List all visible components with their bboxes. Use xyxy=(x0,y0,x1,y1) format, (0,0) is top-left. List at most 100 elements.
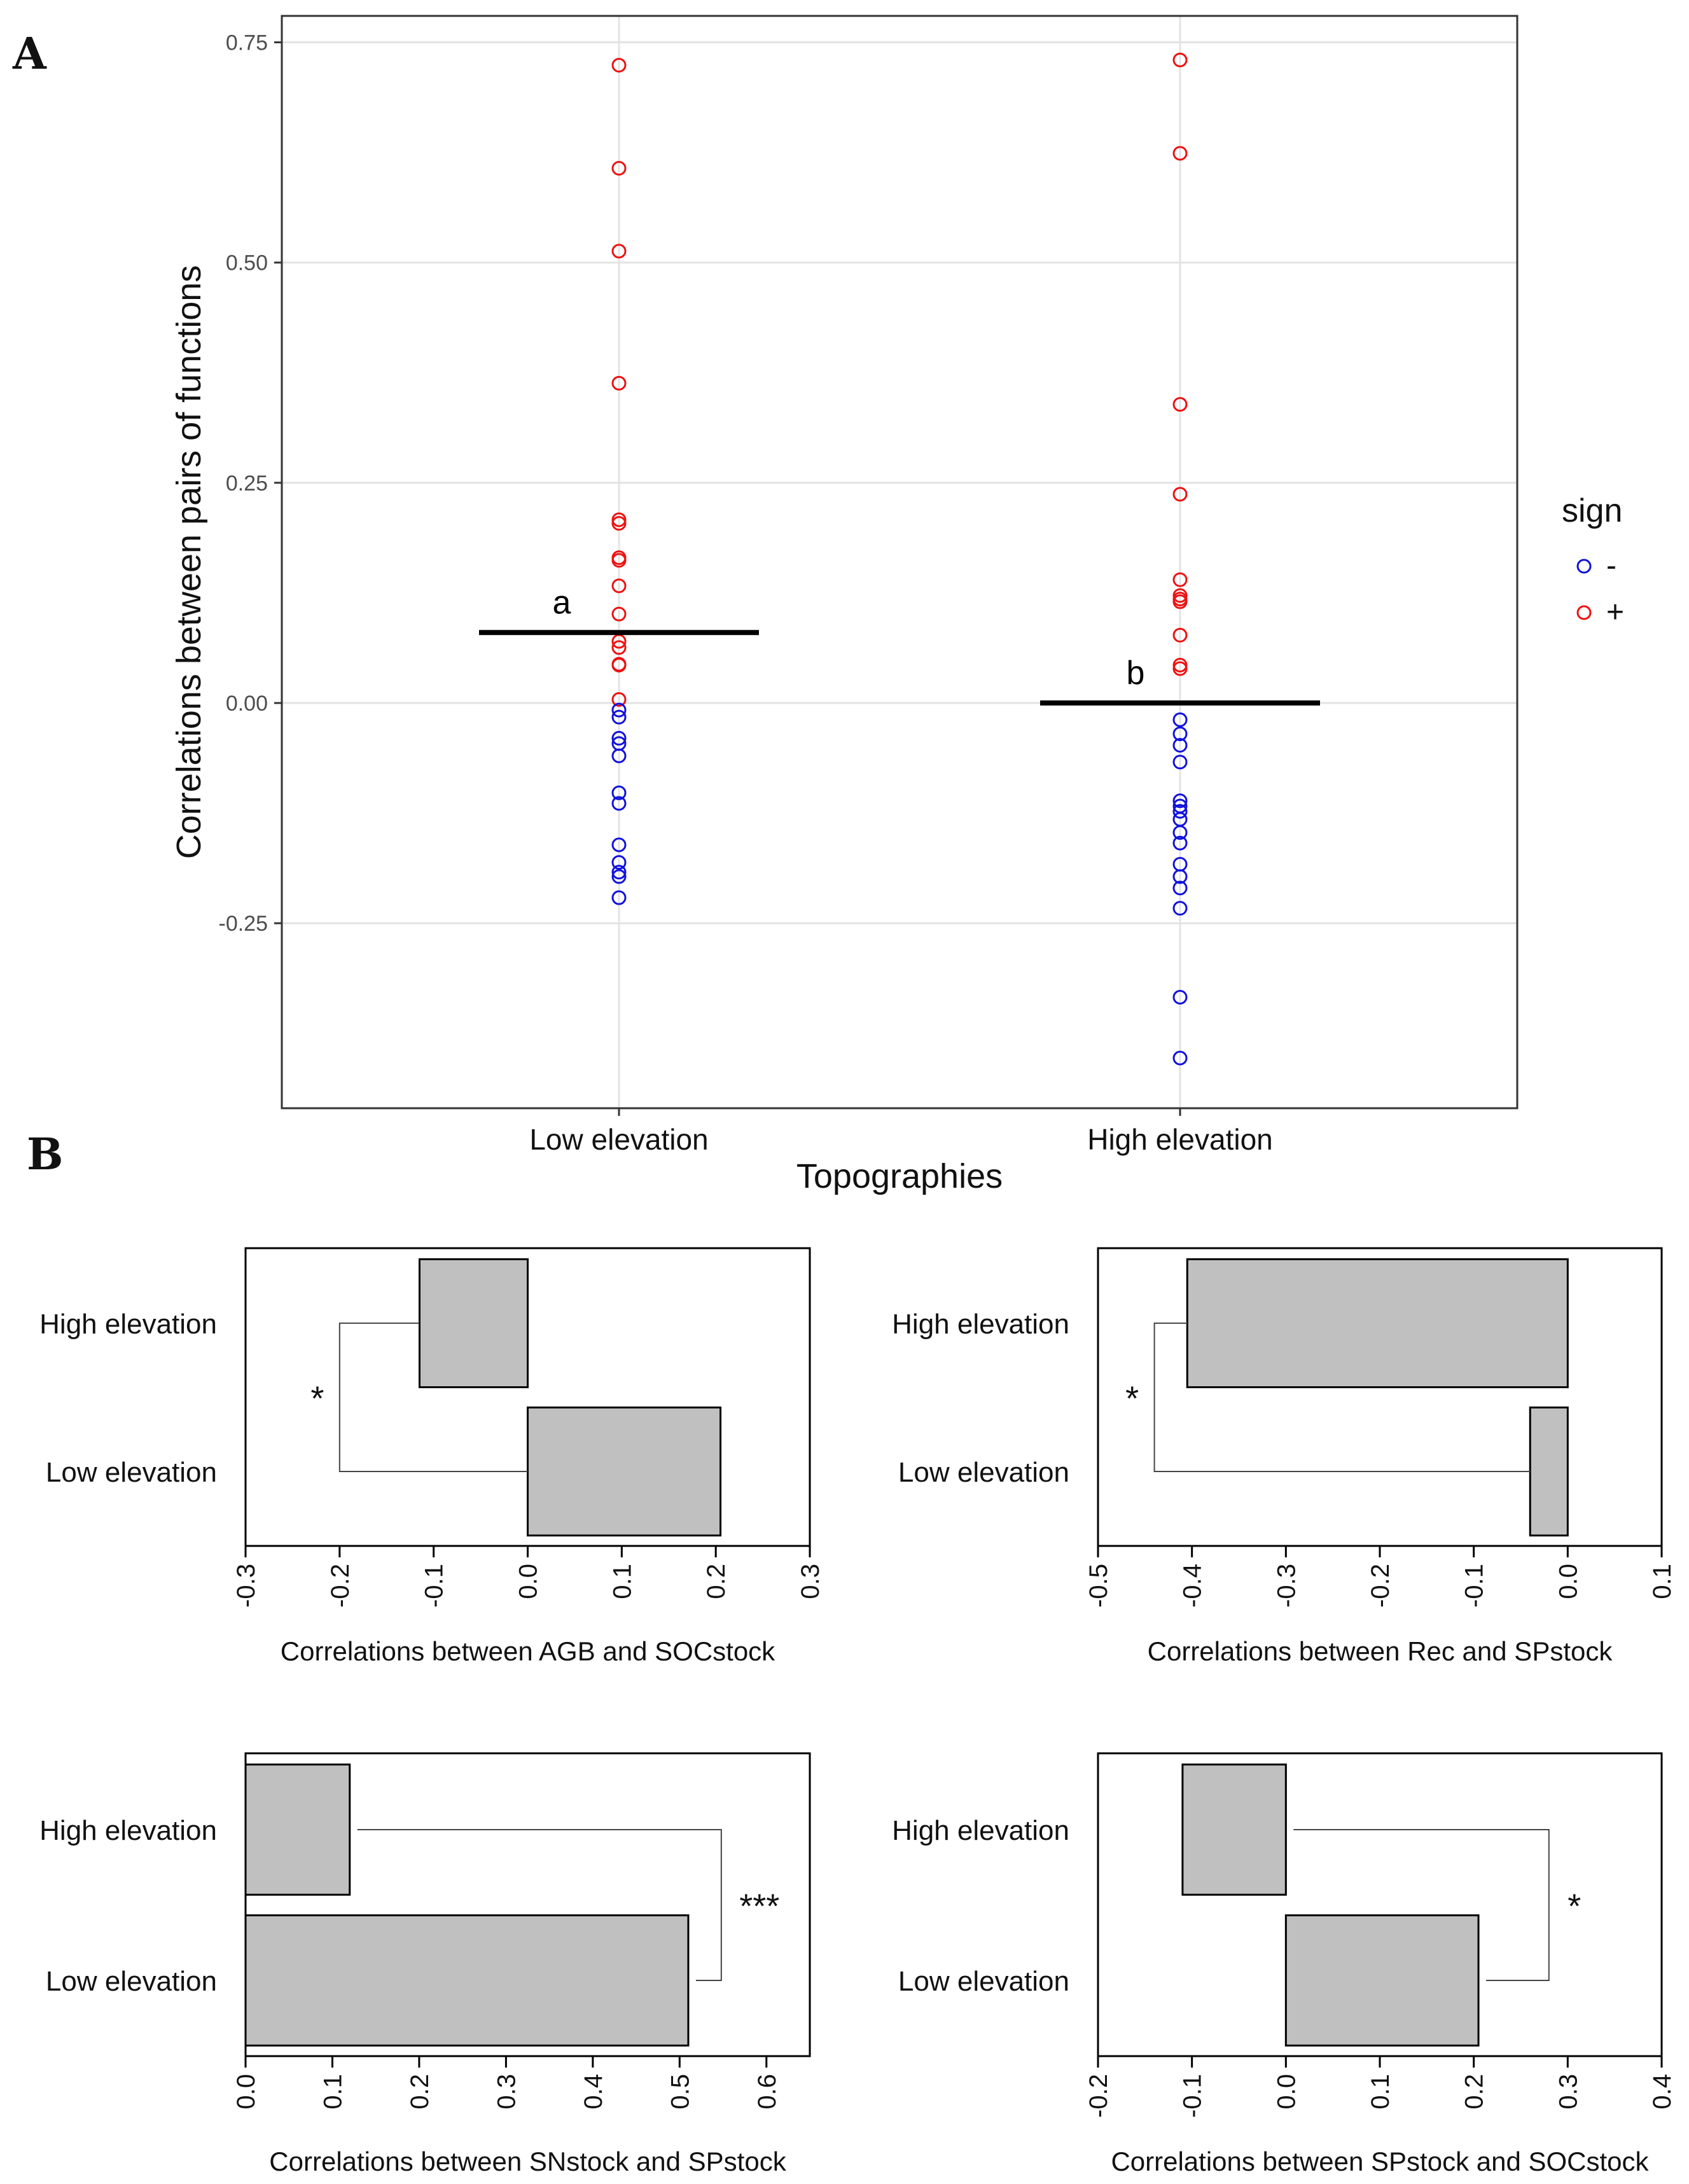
x-tick-label: Low elevation xyxy=(529,1123,708,1156)
negative-point xyxy=(1172,755,1188,770)
y-tick-label: -0.25 xyxy=(219,912,268,936)
category-label: High elevation xyxy=(892,1309,1069,1340)
bar xyxy=(418,1258,529,1389)
x-tick-label: -0.1 xyxy=(1461,1564,1489,1608)
negative-point xyxy=(611,865,627,880)
bar xyxy=(527,1406,722,1537)
positive-point xyxy=(1172,594,1188,609)
negative-point xyxy=(1172,1050,1188,1066)
x-tick-label: 0.6 xyxy=(753,2074,781,2110)
category-label: Low elevation xyxy=(898,1966,1069,1997)
category-label: High elevation xyxy=(39,1309,217,1340)
x-tick-label: 0.5 xyxy=(666,2074,694,2110)
x-tick-label: 0.2 xyxy=(702,1564,730,1599)
category-label: Low elevation xyxy=(46,1966,217,1997)
scatter-panel-a: -0.25 0.00 0.25 0.50 0.75 Low elevation High e… xyxy=(170,15,1624,1195)
bar xyxy=(1284,1914,1480,2047)
negative-point xyxy=(611,837,627,852)
x-axis-title: Correlations between AGB and SOCstock xyxy=(281,1636,775,1666)
significance-stars: * xyxy=(310,1379,324,1417)
negative-point xyxy=(1172,793,1188,809)
bar-panel-b2: High elevation Low elevation * -0.5 -0.4 -0.3… xyxy=(892,1247,1676,1666)
bar-panel-b1: High elevation Low elevation * -0.3 -0.2 -0.1… xyxy=(39,1247,824,1666)
x-tick-label: 0.1 xyxy=(1648,1564,1676,1599)
negative-point xyxy=(1172,803,1188,819)
panel-label-a: A xyxy=(12,29,47,80)
plot-background xyxy=(282,16,1517,1108)
x-tick-label: 0.0 xyxy=(232,2074,260,2110)
negative-point xyxy=(1172,727,1188,742)
x-tick-label: 0.3 xyxy=(492,2074,520,2110)
positive-point xyxy=(611,553,627,568)
x-axis-title: Topographies xyxy=(796,1157,1003,1195)
positive-point xyxy=(611,578,627,594)
significance-bracket xyxy=(357,1828,722,1981)
significance-stars: * xyxy=(1125,1379,1139,1417)
x-tick-label: 0.1 xyxy=(319,2074,347,2110)
negative-point xyxy=(611,796,627,811)
positive-point xyxy=(611,161,627,176)
x-axis-title: Correlations between SPstock and SOCstoc… xyxy=(1111,2146,1649,2176)
positive-point xyxy=(611,606,627,622)
positive-point xyxy=(611,244,627,259)
negative-point xyxy=(1172,990,1188,1005)
x-tick-label: 0.3 xyxy=(1554,2074,1582,2110)
plot-border xyxy=(281,15,1519,1109)
x-tick-label: 0.2 xyxy=(406,2074,434,2110)
positive-point xyxy=(611,658,627,673)
bar xyxy=(1529,1406,1569,1537)
legend-title: sign xyxy=(1562,492,1622,529)
category-label: High elevation xyxy=(39,1815,217,1846)
x-tick-label: -0.2 xyxy=(326,1564,354,1608)
positive-point xyxy=(1172,572,1188,587)
bar xyxy=(244,1914,690,2047)
x-tick-label: 0.0 xyxy=(1554,1564,1582,1599)
significance-bracket xyxy=(1293,1828,1550,1981)
positive-point xyxy=(1172,52,1188,67)
negative-point xyxy=(611,748,627,763)
x-tick-label: -0.5 xyxy=(1085,1564,1113,1608)
significance-stars: * xyxy=(1567,1887,1581,1925)
positive-point xyxy=(611,375,627,391)
positive-point xyxy=(1172,627,1188,643)
negative-point xyxy=(1172,738,1188,753)
x-tick-label: 0.1 xyxy=(1366,2074,1394,2110)
bar-panel-b4: High elevation Low elevation * -0.2 -0.1 0.0 0… xyxy=(892,1752,1676,2176)
x-tick-label: -0.3 xyxy=(232,1564,260,1608)
mean-group-letter: a xyxy=(553,584,571,621)
x-tick-label: -0.3 xyxy=(1272,1564,1300,1608)
x-tick-label: -0.1 xyxy=(1179,2074,1207,2118)
legend-key xyxy=(1576,605,1592,620)
x-tick-label: 0.4 xyxy=(1648,2074,1676,2110)
category-label: Low elevation xyxy=(46,1457,217,1488)
negative-point xyxy=(611,890,627,905)
negative-point xyxy=(1172,835,1188,851)
legend-label: + xyxy=(1606,595,1624,629)
positive-point xyxy=(1172,487,1188,502)
negative-point xyxy=(611,785,627,800)
bar-panel-b3: High elevation Low elevation *** 0.0 0.1 0.2 0… xyxy=(39,1752,811,2176)
positive-point xyxy=(1172,146,1188,161)
significance-bracket xyxy=(338,1322,528,1472)
negative-point xyxy=(611,709,627,725)
x-tick-label: 0.2 xyxy=(1461,2074,1489,2110)
x-tick-label: -0.4 xyxy=(1179,1564,1207,1608)
y-axis-title: Correlations between pairs of functions xyxy=(170,265,208,859)
negative-point xyxy=(611,730,627,746)
negative-point xyxy=(611,702,627,718)
legend-key xyxy=(1576,559,1592,574)
negative-point xyxy=(611,855,627,870)
positive-point xyxy=(1172,661,1188,676)
y-tick-label: 0.25 xyxy=(226,471,268,496)
y-tick-label: 0.00 xyxy=(226,692,268,716)
significance-bracket xyxy=(1153,1322,1531,1472)
x-tick-label: -0.1 xyxy=(421,1564,448,1608)
category-label: Low elevation xyxy=(898,1457,1069,1488)
bar xyxy=(244,1763,351,1896)
panel-label-b: B xyxy=(27,1129,63,1180)
x-tick-label: 0.0 xyxy=(515,1564,543,1599)
x-tick-label: 0.1 xyxy=(608,1564,636,1599)
x-tick-label: High elevation xyxy=(1087,1123,1273,1156)
negative-point xyxy=(611,869,627,884)
